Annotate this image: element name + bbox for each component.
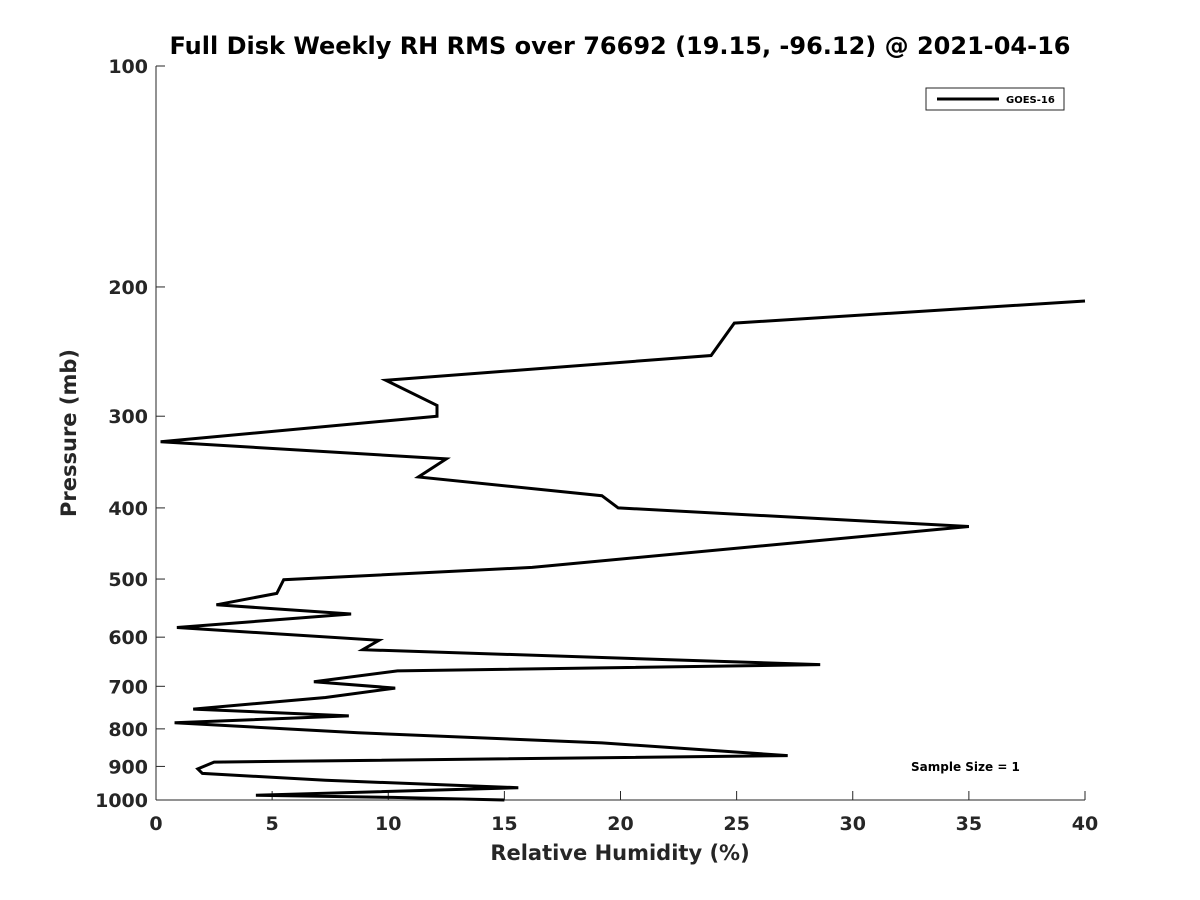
legend-label-goes-16: GOES-16 [1006,95,1055,106]
x-tick-label: 15 [491,813,517,835]
x-tick-label: 5 [266,813,279,835]
x-tick-label: 30 [840,813,866,835]
y-tick-label: 900 [108,756,148,778]
y-tick-label: 1000 [95,790,148,812]
y-tick-label: 600 [108,627,148,649]
x-tick-label: 10 [375,813,401,835]
x-tick-label: 35 [956,813,982,835]
y-axis-label: Pressure (mb) [57,349,81,517]
chart-title: Full Disk Weekly RH RMS over 76692 (19.1… [169,32,1070,60]
x-tick-label: 0 [149,813,162,835]
x-tick-label: 20 [607,813,633,835]
plot-area: 0 5 10 15 20 25 30 35 40 100 200 300 400 500 600 700 80… [95,56,1098,835]
legend: GOES-16 [925,87,1065,111]
x-axis-label: Relative Humidity (%) [490,841,749,865]
y-ticks: 100 200 300 400 500 600 700 800 900 1000 [95,56,165,812]
y-tick-label: 400 [108,498,148,520]
y-tick-label: 300 [108,406,148,428]
y-tick-label: 100 [108,56,148,78]
y-tick-label: 700 [108,676,148,698]
y-tick-label: 800 [108,719,148,741]
x-tick-label: 25 [723,813,749,835]
y-tick-label: 500 [108,569,148,591]
sample-size-annotation: Sample Size = 1 [911,760,1020,774]
series-line-goes-16 [160,299,1086,802]
y-tick-label: 200 [108,277,148,299]
x-ticks: 0 5 10 15 20 25 30 35 40 [149,791,1098,835]
x-tick-label: 40 [1072,813,1098,835]
